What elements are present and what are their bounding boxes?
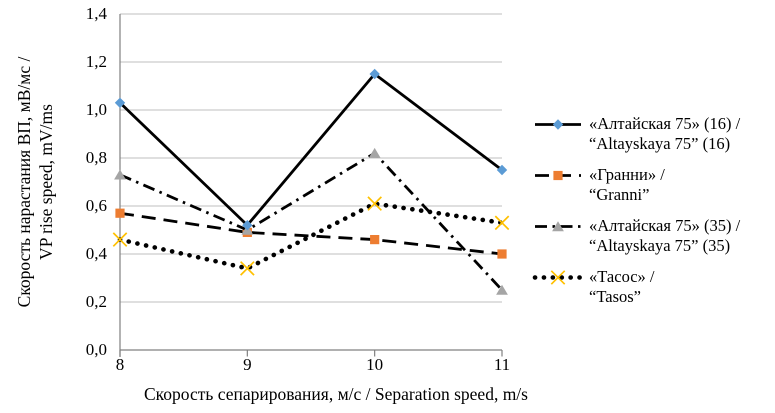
x-marker	[112, 232, 128, 247]
y-axis-title-line2: VP rise speed, mV/ms	[36, 104, 56, 260]
legend-item-tasos: «Тасос» / “Tasos”	[532, 267, 774, 307]
legend-label-line2: “Tasos”	[589, 287, 641, 306]
series-line-0	[119, 72, 503, 228]
y-tick-label: 1,2	[85, 52, 107, 71]
triangle-marker	[114, 169, 126, 180]
legend-label-line1: «Алтайская 75» (16) /	[589, 114, 741, 133]
legend-label: «Тасос» / “Tasos”	[589, 267, 655, 307]
square-marker	[497, 249, 507, 259]
y-tick-label: 1,0	[85, 100, 107, 119]
square-marker	[553, 170, 563, 181]
legend-label-line2: “Altayskaya 75” (35)	[589, 236, 731, 255]
square-marker	[370, 235, 380, 245]
x-tick-label: 11	[493, 355, 511, 374]
legend-label: «Алтайская 75» (35) / “Altayskaya 75” (3…	[589, 216, 740, 256]
legend-label-line2: “Granni”	[589, 185, 650, 204]
legend-label: «Алтайская 75» (16) / “Altayskaya 75” (1…	[589, 114, 740, 154]
y-axis-title-line1: Скорость нарастания ВП, мВ/мс /	[14, 56, 34, 308]
x-marker	[367, 196, 382, 211]
triangle-marker	[552, 221, 564, 232]
y-tick-label: 0,0	[85, 340, 107, 359]
legend: «Алтайская 75» (16) / “Altayskaya 75” (1…	[532, 114, 774, 307]
legend-item-granni: «Гранни» / “Granni”	[532, 165, 774, 205]
y-tick-label: 0,4	[85, 244, 107, 263]
y-tick-label: 0,8	[85, 148, 107, 167]
series-line-3	[117, 201, 505, 271]
diamond-marker	[552, 119, 564, 130]
legend-item-altayskaya75-16: «Алтайская 75» (16) / “Altayskaya 75” (1…	[532, 114, 774, 154]
legend-sample-line-triangle	[535, 221, 581, 232]
series-line-2	[119, 151, 504, 291]
x-tick-label: 10	[366, 355, 384, 374]
y-tick-label: 0,2	[85, 292, 107, 311]
x-marker	[550, 270, 566, 285]
x-marker	[494, 215, 510, 231]
diamond-marker	[114, 97, 126, 108]
legend-sample-line-x	[532, 270, 584, 285]
triangle-marker	[496, 284, 508, 295]
legend-label-line1: «Гранни» /	[589, 165, 665, 184]
diamond-marker	[369, 68, 380, 80]
legend-sample-line-diamond	[535, 119, 581, 130]
legend-label-line1: «Тасос» /	[589, 267, 655, 286]
legend-sample-line-square	[535, 170, 581, 181]
y-axis-title: Скорость нарастания ВП, мВ/мс / VP rise …	[13, 32, 65, 332]
legend-label-line1: «Алтайская 75» (35) /	[589, 216, 741, 235]
square-marker	[115, 208, 125, 218]
triangle-marker	[368, 147, 381, 158]
series-line-1	[119, 211, 503, 256]
diamond-marker	[496, 164, 508, 176]
y-tick-label: 0,6	[85, 196, 107, 215]
legend-label: «Гранни» / “Granni”	[589, 165, 665, 205]
x-tick-label: 8	[115, 355, 125, 374]
legend-label-line2: “Altayskaya 75” (16)	[589, 134, 731, 153]
diamond-marker	[242, 220, 253, 231]
y-tick-label: 1,4	[85, 4, 107, 23]
x-axis-title: Скорость сепарирования, м/с / Separation…	[144, 384, 528, 404]
x-marker	[240, 261, 255, 276]
legend-item-altayskaya75-35: «Алтайская 75» (35) / “Altayskaya 75” (3…	[532, 216, 774, 256]
x-tick-label: 9	[243, 355, 252, 374]
